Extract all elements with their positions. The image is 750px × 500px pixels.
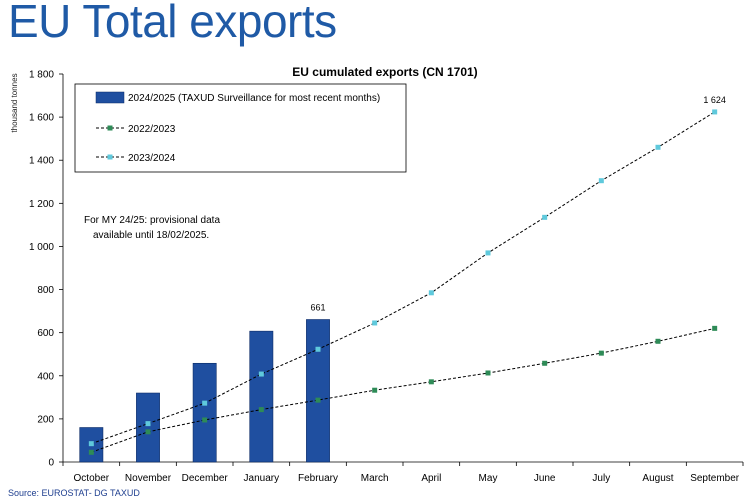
series-3-marker	[258, 371, 264, 377]
y-tick-label: 800	[37, 285, 54, 296]
series-3-marker	[485, 250, 491, 256]
chart-title: EU cumulated exports (CN 1701)	[292, 65, 477, 79]
data-labels: 661 1 624	[310, 95, 725, 313]
x-tick-label: January	[244, 473, 280, 484]
series-2-marker	[145, 429, 151, 435]
y-axis-label: thousand tonnes	[10, 73, 19, 132]
y-tick-label: 1 800	[29, 70, 54, 81]
annotation-line-2: available until 18/02/2025.	[93, 230, 209, 241]
series-3-marker	[88, 441, 94, 447]
x-tick-label: July	[592, 473, 610, 484]
bar-november	[136, 392, 160, 463]
legend-marker-2	[107, 125, 113, 131]
x-tick-label: December	[182, 473, 229, 484]
y-tick-label: 400	[37, 371, 54, 382]
x-tick-label: November	[125, 473, 172, 484]
source-note: Source: EUROSTAT- DG TAXUD	[8, 488, 140, 498]
x-tick-label: September	[690, 473, 740, 484]
slide-title: EU Total exports	[8, 0, 337, 47]
x-tick-label: October	[74, 473, 110, 484]
y-tick-label: 1 200	[29, 199, 54, 210]
data-label: 1 624	[703, 95, 726, 105]
series-lines	[91, 111, 715, 453]
y-tick-label: 600	[37, 328, 54, 339]
series-3-marker	[145, 421, 151, 427]
series-2-marker	[712, 325, 718, 331]
bar-february	[306, 319, 330, 463]
series-3-marker	[372, 320, 378, 326]
x-tick-label: August	[642, 473, 673, 484]
y-tick-label: 200	[37, 414, 54, 425]
series-3-marker	[202, 400, 208, 406]
series-line-3	[91, 111, 715, 445]
series-2-marker	[315, 397, 321, 403]
series-2-marker	[202, 417, 208, 423]
series-markers	[88, 109, 718, 455]
bars	[79, 319, 330, 463]
series-2-marker	[655, 338, 661, 344]
series-3-marker	[712, 109, 718, 115]
series-2-marker	[258, 407, 264, 413]
series-3-marker	[655, 144, 661, 150]
series-3-marker	[598, 178, 604, 184]
series-3-marker	[428, 290, 434, 296]
legend: 2024/2025 (TAXUD Surveillance for most r…	[74, 83, 407, 173]
series-2-marker	[88, 449, 94, 455]
axes: 0 200 400 600 800 1 000 1 200 1 400 1 600 1 800 Oc…	[29, 70, 744, 484]
bar-january	[249, 330, 274, 463]
chart-annotation: For MY 24/25: provisional data available…	[84, 215, 223, 241]
legend-label-series-2: 2022/2023	[128, 124, 176, 135]
legend-label-series-1: 2024/2025 (TAXUD Surveillance for most r…	[128, 93, 380, 104]
y-tick-label: 0	[48, 458, 54, 469]
series-2-marker	[428, 379, 434, 385]
series-2-marker	[485, 370, 491, 376]
x-tick-label: March	[361, 473, 389, 484]
legend-marker-3	[107, 154, 113, 160]
legend-label-series-3: 2023/2024	[128, 153, 176, 164]
x-tick-label: May	[479, 473, 498, 484]
y-tick-label: 1 000	[29, 242, 54, 253]
bar-december	[192, 362, 217, 463]
series-2-marker	[372, 387, 378, 393]
annotation-line-1: For MY 24/25: provisional data	[84, 215, 220, 226]
x-tick-label: June	[534, 473, 556, 484]
y-tick-label: 1 400	[29, 156, 54, 167]
legend-box	[74, 83, 407, 173]
series-2-marker	[542, 360, 548, 366]
x-tick-label: April	[421, 473, 441, 484]
x-tick-label: February	[298, 473, 338, 484]
series-3-marker	[315, 346, 321, 352]
series-line-2	[91, 327, 715, 453]
data-label: 661	[310, 303, 325, 313]
legend-swatch-bar	[95, 91, 125, 104]
series-3-marker	[542, 214, 548, 220]
y-tick-label: 1 600	[29, 113, 54, 124]
series-2-marker	[598, 350, 604, 356]
